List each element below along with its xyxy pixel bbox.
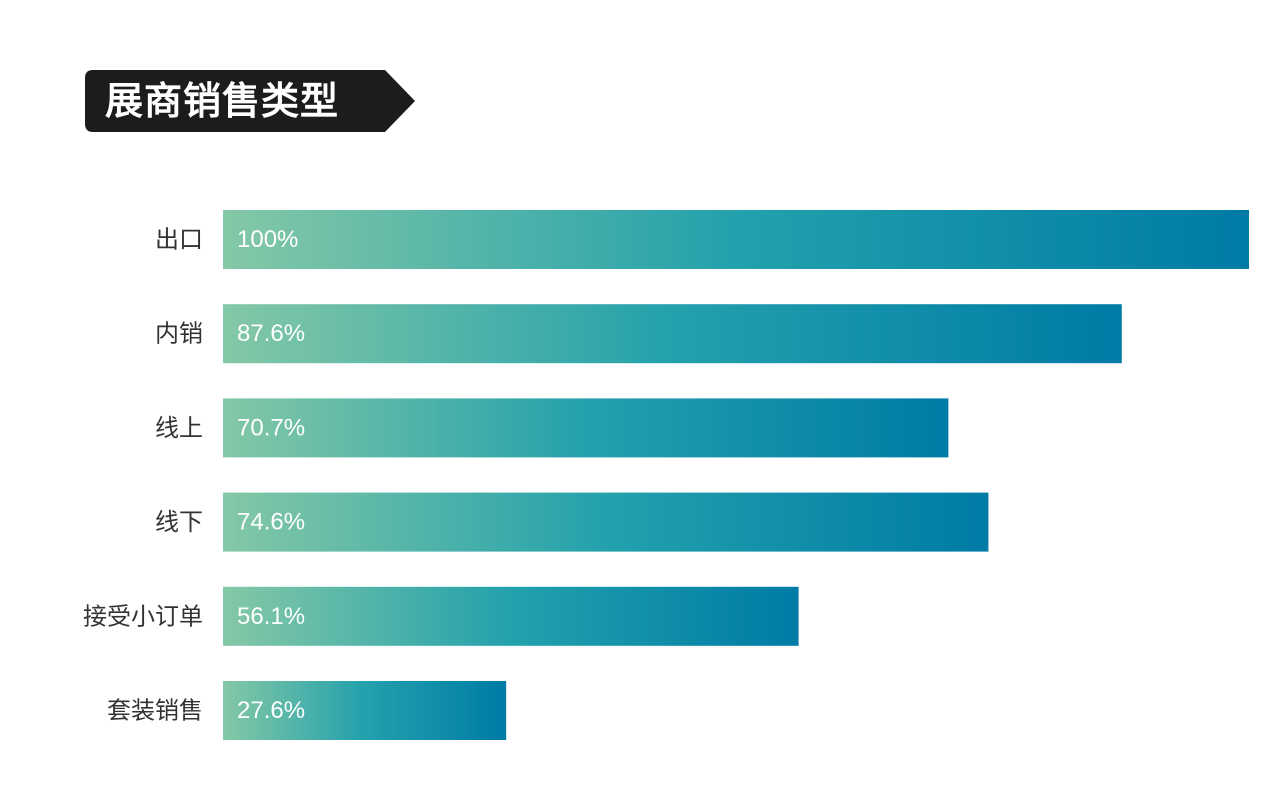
- value-label: 56.1%: [237, 603, 305, 630]
- bar: [223, 304, 1122, 364]
- category-label: 线下: [155, 508, 203, 536]
- bar: [223, 492, 989, 552]
- bar-row: 内销 87.6%: [155, 304, 1122, 364]
- value-label: 70.7%: [237, 414, 305, 441]
- bar: [223, 586, 799, 646]
- chart-title: 展商销售类型: [105, 79, 340, 123]
- bar-row: 线下 74.6%: [155, 492, 989, 552]
- value-label: 74.6%: [237, 509, 305, 536]
- category-label: 线上: [155, 414, 203, 442]
- bars-group: 出口 100% 内销 87.6% 线上 70.7% 线下 74.6% 接受小订单 56.1% 套装销…: [83, 210, 1249, 740]
- category-label: 内销: [155, 320, 203, 348]
- value-label: 87.6%: [237, 320, 305, 347]
- bar: [223, 210, 1249, 269]
- bar-row: 接受小订单 56.1%: [83, 586, 799, 646]
- bar: [223, 681, 507, 740]
- title-badge-shape: [85, 70, 415, 132]
- bar-row: 线上 70.7%: [155, 398, 949, 458]
- category-label: 套装销售: [107, 697, 203, 725]
- bar-row: 套装销售 27.6%: [107, 681, 507, 740]
- bar-row: 出口 100%: [155, 210, 1249, 269]
- value-label: 27.6%: [237, 697, 305, 724]
- category-label: 出口: [155, 226, 203, 254]
- category-label: 接受小订单: [83, 602, 203, 630]
- title-badge: 展商销售类型: [85, 70, 415, 132]
- value-label: 100%: [237, 226, 298, 253]
- bar: [223, 398, 949, 458]
